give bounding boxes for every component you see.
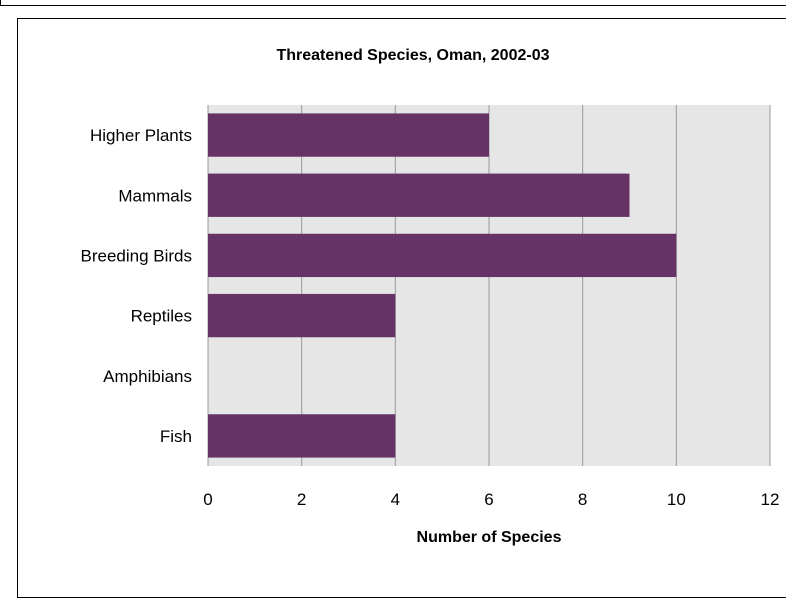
x-axis-label: Number of Species — [417, 529, 562, 546]
x-tick-label: 8 — [578, 490, 587, 509]
x-tick-label: 6 — [484, 490, 493, 509]
category-label: Breeding Birds — [80, 246, 192, 265]
bar-breeding-birds — [208, 233, 677, 278]
bar-mammals — [208, 173, 630, 217]
category-label: Reptiles — [131, 307, 192, 326]
bar-higher-plants — [208, 113, 489, 157]
x-tick-label: 2 — [297, 490, 306, 509]
category-label: Higher Plants — [90, 126, 192, 145]
bar-fish — [208, 414, 396, 458]
category-label: Fish — [160, 427, 192, 446]
x-tick-label: 0 — [203, 490, 212, 509]
window-top-edge — [0, 0, 786, 6]
bar-reptiles — [208, 293, 396, 338]
x-tick-label: 12 — [761, 490, 780, 509]
chart-title: Threatened Species, Oman, 2002-03 — [276, 47, 549, 64]
category-label: Amphibians — [103, 367, 192, 386]
x-tick-label: 4 — [391, 490, 400, 509]
category-label: Mammals — [118, 186, 192, 205]
x-tick-label: 10 — [667, 490, 686, 509]
